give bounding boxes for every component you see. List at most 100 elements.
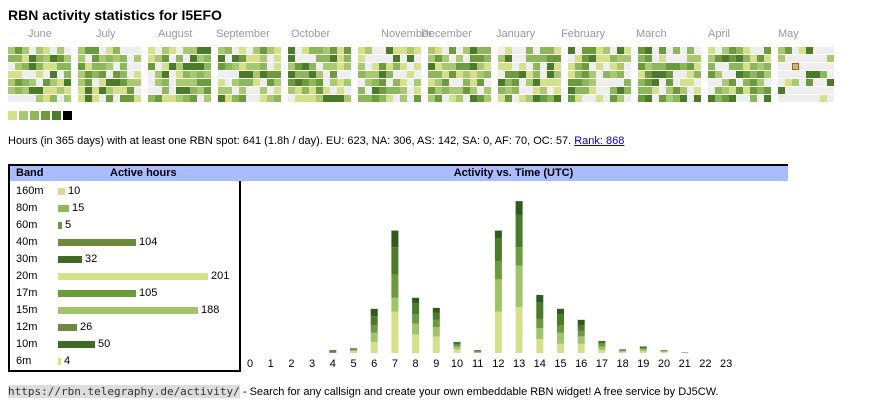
heatmap-cell [253, 55, 260, 62]
heatmap-cell [603, 55, 610, 62]
rank-link[interactable]: Rank: 868 [574, 135, 625, 147]
heatmap-cell [568, 55, 575, 62]
heatmap-cell [442, 79, 449, 86]
heatmap-cell [246, 55, 253, 62]
heatmap-cell [330, 63, 337, 70]
heatmap-cell [820, 47, 827, 54]
activity-bar-segment [391, 274, 399, 298]
heatmap-cell [708, 79, 715, 86]
heatmap-cell [596, 63, 603, 70]
activity-bar-segment [660, 351, 668, 353]
heatmap-cell [309, 55, 316, 62]
heatmap-cell [120, 71, 127, 78]
heatmap-cell [57, 79, 64, 86]
heatmap-cell [225, 71, 232, 78]
heatmap-cell [589, 47, 596, 54]
heatmap-cell [85, 63, 92, 70]
heatmap-cell [533, 71, 540, 78]
heatmap-cell [463, 87, 470, 94]
heatmap-cell [722, 79, 729, 86]
activity-bar-segment [598, 343, 606, 347]
heatmap-cell [463, 79, 470, 86]
heatmap-legend [8, 111, 88, 120]
heatmap-cell [414, 79, 421, 86]
activity-bar-segment [598, 346, 606, 351]
activity-bar-segment [370, 332, 378, 342]
band-name: 20m [16, 270, 38, 282]
heatmap-cell [589, 95, 596, 102]
heatmap-cell [526, 95, 533, 102]
heatmap-cell [288, 71, 295, 78]
heatmap-cell [239, 63, 246, 70]
heatmap-cell [729, 55, 736, 62]
heatmap-cell [596, 47, 603, 54]
heatmap-cell [309, 79, 316, 86]
heatmap-cell [435, 71, 442, 78]
heatmap-cell [519, 47, 526, 54]
heatmap-cell [127, 79, 134, 86]
heatmap-cell [505, 47, 512, 54]
month-label-august: August [158, 28, 193, 40]
heatmap-cell [407, 63, 414, 70]
heatmap-cell [155, 71, 162, 78]
heatmap-cell [715, 71, 722, 78]
heatmap-cell [729, 47, 736, 54]
heatmap-cell [232, 55, 239, 62]
heatmap-cell [29, 63, 36, 70]
heatmap-cell [547, 71, 554, 78]
activity-bar-segment [557, 314, 564, 326]
heatmap-cell [239, 47, 246, 54]
month-label-october: October [291, 28, 331, 40]
heatmap-cell [484, 63, 491, 70]
heatmap-cell [442, 63, 449, 70]
heatmap-cell [15, 55, 22, 62]
heatmap-cell [715, 47, 722, 54]
heatmap-cell [274, 71, 281, 78]
heatmap-cell [820, 55, 827, 62]
band-hours-value: 5 [65, 219, 72, 231]
heatmap-cell [603, 87, 610, 94]
heatmap-cell [827, 63, 834, 70]
heatmap-cell [309, 47, 316, 54]
footer-url[interactable]: https://rbn.telegraphy.de/activity/ [8, 385, 240, 398]
heatmap-cell [477, 71, 484, 78]
heatmap-cell [645, 55, 652, 62]
heatmap-cell [638, 79, 645, 86]
activity-bar-segment [412, 303, 420, 315]
heatmap-cell [596, 71, 603, 78]
heatmap-cell [498, 95, 505, 102]
band-row-12m: 12m 26 [10, 320, 239, 337]
heatmap-cell [197, 55, 204, 62]
heatmap-cell [113, 63, 120, 70]
heatmap-cell [323, 63, 330, 70]
heatmap-cell [575, 95, 582, 102]
band-name: 10m [16, 338, 38, 350]
band-row-17m: 17m 105 [10, 286, 239, 303]
heatmap-cell [540, 55, 547, 62]
heatmap-cell [36, 95, 43, 102]
band-hours-value: 50 [98, 338, 111, 350]
heatmap-cell [533, 95, 540, 102]
heatmap-cell [519, 71, 526, 78]
heatmap-cell [99, 71, 106, 78]
heatmap-cell [204, 47, 211, 54]
legend-swatch [19, 111, 28, 120]
heatmap-cell [456, 71, 463, 78]
heatmap-cell [575, 87, 582, 94]
heatmap-cell [526, 71, 533, 78]
heatmap-cell [568, 87, 575, 94]
heatmap-cell [15, 63, 22, 70]
heatmap-cell [176, 63, 183, 70]
heatmap-cell [792, 47, 799, 54]
activity-heatmap [8, 47, 834, 103]
heatmap-cell [624, 87, 631, 94]
band-name: 60m [16, 219, 38, 231]
heatmap-cell [218, 79, 225, 86]
heatmap-cell [512, 87, 519, 94]
heatmap-cell [127, 47, 134, 54]
activity-bar-segment [350, 348, 357, 350]
heatmap-cell [8, 63, 15, 70]
heatmap-cell [50, 79, 57, 86]
heatmap-cell [50, 95, 57, 102]
heatmap-cell [197, 71, 204, 78]
